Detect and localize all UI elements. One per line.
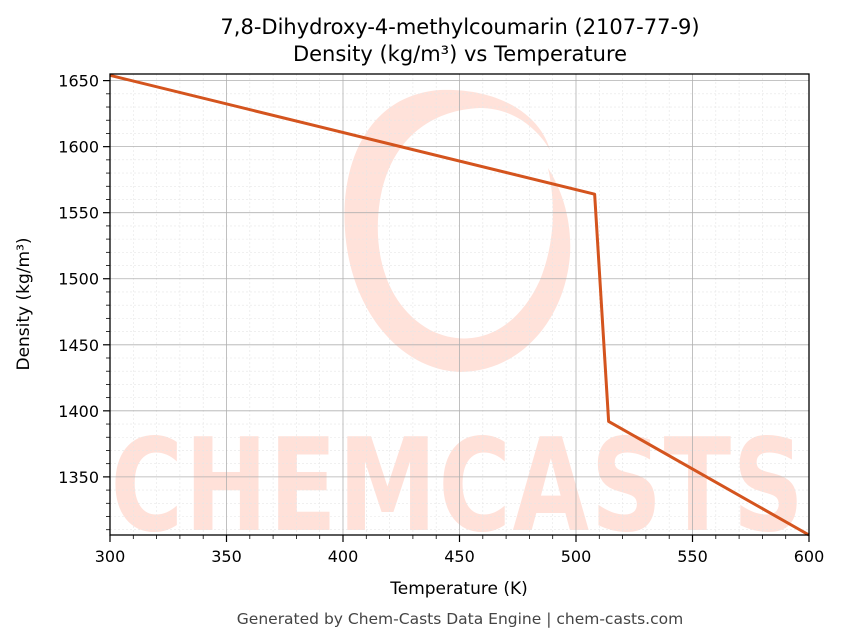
x-tick-label: 350 [211, 547, 242, 566]
chart-subtitle: Density (kg/m³) vs Temperature [293, 42, 627, 66]
y-tick-label: 1350 [58, 468, 99, 487]
x-tick-label: 500 [561, 547, 592, 566]
x-axis-ticks: 300 350 400 450 500 550 600 [95, 535, 825, 566]
x-tick-label: 600 [794, 547, 825, 566]
y-axis-ticks: 1350 1400 1450 1500 1550 1600 1650 [58, 72, 110, 531]
x-tick-label: 450 [444, 547, 475, 566]
series-layer [109, 73, 810, 537]
x-tick-label: 550 [677, 547, 708, 566]
chart-title: 7,8-Dihydroxy-4-methylcoumarin (2107-77-… [220, 15, 699, 39]
x-axis-label: Temperature (K) [389, 579, 528, 599]
x-tick-label: 300 [95, 547, 126, 566]
y-tick-label: 1600 [58, 138, 99, 157]
y-tick-label: 1400 [58, 402, 99, 421]
density-series-line [109, 73, 810, 537]
y-tick-label: 1450 [58, 336, 99, 355]
y-axis-label: Density (kg/m³) [14, 237, 34, 370]
watermark-text: CHEMCASTS [111, 412, 806, 561]
y-tick-label: 1500 [58, 270, 99, 289]
footer-credit: Generated by Chem-Casts Data Engine | ch… [237, 610, 683, 628]
y-tick-label: 1650 [58, 72, 99, 91]
x-tick-label: 400 [328, 547, 359, 566]
y-tick-label: 1550 [58, 204, 99, 223]
